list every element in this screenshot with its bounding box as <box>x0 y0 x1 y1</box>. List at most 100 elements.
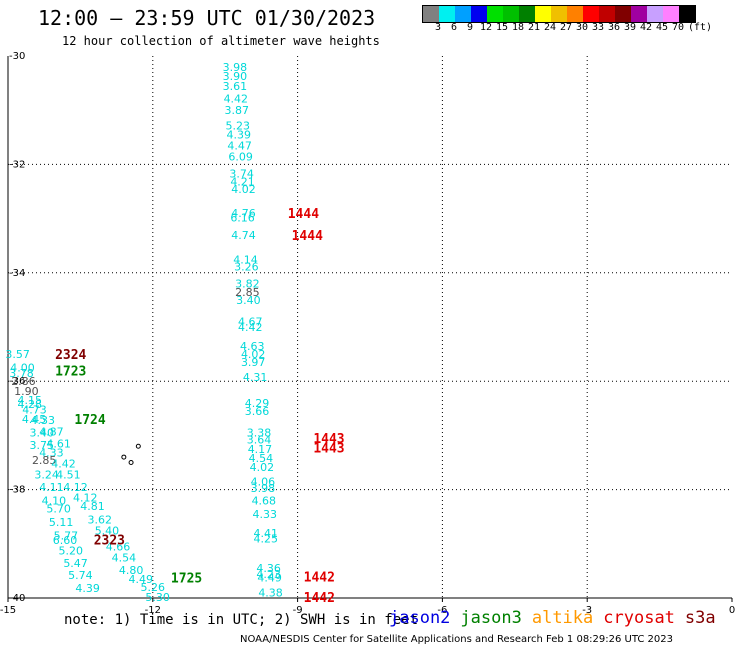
x-tick-label: -9 <box>293 605 303 616</box>
scale-swatch <box>567 6 583 22</box>
swh-value-label: 6.60 <box>53 534 78 547</box>
swh-value-label: 4.33 <box>39 447 64 460</box>
swh-value-label: 3.74 <box>229 168 254 181</box>
scale-label: 36 <box>607 22 621 33</box>
scale-label: 15 <box>495 22 509 33</box>
swh-value-label: 4.42 <box>224 92 249 105</box>
pass-time-label: 1723 <box>55 364 86 379</box>
scale-swatch <box>423 6 439 22</box>
swh-value-label: 3.62 <box>87 513 112 526</box>
scale-label: 70 <box>671 22 685 33</box>
swh-value-label: 4.76 <box>231 207 256 220</box>
swh-value-label: 3.98 <box>251 482 276 495</box>
swh-value-label: 4.25 <box>253 532 278 545</box>
scale-swatch <box>503 6 519 22</box>
swh-value-label: 4.80 <box>119 564 144 577</box>
scale-label: 42 <box>639 22 653 33</box>
swh-value-label: 3.64 <box>247 434 272 447</box>
swh-value-label: 3.66 <box>245 405 270 418</box>
scale-swatch <box>439 6 455 22</box>
swh-value-label: 6.09 <box>228 150 253 163</box>
swh-value-label: 4.02 <box>241 348 266 361</box>
scale-label: 18 <box>511 22 525 33</box>
swh-value-label: 4.14 <box>233 253 258 266</box>
x-tick-label: 0 <box>729 605 735 616</box>
pass-time-label: 1443 <box>313 432 344 447</box>
swh-value-label: 4.33 <box>31 414 56 427</box>
swh-value-label: 4.06 <box>251 475 276 488</box>
pass-time-label: 1444 <box>288 207 319 222</box>
swh-value-label: 4.36 <box>256 562 281 575</box>
swh-value-label: 2.86 <box>11 375 36 388</box>
scale-swatch <box>551 6 567 22</box>
swh-value-label: 4.54 <box>112 551 137 564</box>
swh-value-label: 1.90 <box>14 385 39 398</box>
scale-label: 12 <box>479 22 493 33</box>
satellite-legend: jason2 jason3 altika cryosat s3a <box>389 608 726 628</box>
scale-label: 30 <box>575 22 589 33</box>
page-subtitle: 12 hour collection of altimeter wave hei… <box>62 34 380 48</box>
swh-value-label: 4.49 <box>257 571 282 584</box>
swh-value-label: 4.02 <box>250 461 275 474</box>
scale-swatch <box>615 6 631 22</box>
swh-value-label: 4.12 <box>63 481 88 494</box>
pass-time-label: 2324 <box>55 348 86 363</box>
swh-value-label: 4.68 <box>252 494 277 507</box>
x-tick-label: -3 <box>582 605 592 616</box>
y-tick-label: -40 <box>9 593 25 604</box>
swh-value-label: 3.57 <box>5 348 30 361</box>
swh-value-label: 5.74 <box>68 569 93 582</box>
swh-value-label: 4.66 <box>106 541 131 554</box>
scale-swatch <box>679 6 695 22</box>
pass-time-label: 1725 <box>171 571 202 586</box>
scale-swatch <box>599 6 615 22</box>
swh-value-label: 4.00 <box>10 362 35 375</box>
swh-value-label: 4.41 <box>253 527 278 540</box>
swh-value-label: 4.21 <box>230 176 255 189</box>
swh-value-label: 4.45 <box>22 413 47 426</box>
x-tick-label: -6 <box>437 605 447 616</box>
swh-value-label: 3.40 <box>30 427 55 440</box>
swh-value-label: 3.24 <box>34 468 59 481</box>
swh-value-label: 4.42 <box>51 458 76 471</box>
swh-value-label: 3.98 <box>223 61 248 74</box>
swh-value-label: 5.20 <box>58 544 83 557</box>
scale-label: 45 <box>655 22 669 33</box>
swh-value-label: 4.47 <box>227 139 252 152</box>
pass-time-label: 1444 <box>292 229 323 244</box>
footnote: note: 1) Time is in UTC; 2) SWH is in fe… <box>64 612 419 628</box>
pass-time-label: 1443 <box>313 441 344 456</box>
x-tick-label: -12 <box>145 605 161 616</box>
scale-label: 27 <box>559 22 573 33</box>
swh-value-label: 4.87 <box>39 426 64 439</box>
scale-swatch <box>631 6 647 22</box>
swh-value-label: 5.70 <box>46 503 71 516</box>
swh-value-label: 5.77 <box>54 530 79 543</box>
scale-label: 21 <box>527 22 541 33</box>
swh-value-label: 4.17 <box>248 443 273 456</box>
swh-value-label: 4.51 <box>56 468 81 481</box>
swh-value-label: 4.63 <box>240 340 265 353</box>
swh-value-label: 3.75 <box>30 439 55 452</box>
swh-value-label: 3.87 <box>225 104 250 117</box>
x-tick-label: -15 <box>0 605 16 616</box>
satellite-legend-altika: altika <box>531 608 594 628</box>
scale-swatch <box>583 6 599 22</box>
swh-value-label: 5.40 <box>95 524 120 537</box>
swh-value-label: 3.90 <box>223 70 248 83</box>
scale-label: 33 <box>591 22 605 33</box>
swh-value-label: 5.47 <box>63 557 88 570</box>
swh-value-label: 4.61 <box>46 438 71 451</box>
swh-value-label: 4.73 <box>22 403 47 416</box>
y-tick-label: -32 <box>9 159 25 170</box>
swh-value-label: 6.16 <box>230 212 255 225</box>
swh-value-label: 5.11 <box>49 516 74 529</box>
swh-value-label: 4.11 <box>39 481 64 494</box>
pass-time-label: 1442 <box>304 591 335 606</box>
scale-label: 24 <box>543 22 557 33</box>
swh-value-label: 4.15 <box>17 394 42 407</box>
swh-value-label: 4.31 <box>243 371 268 384</box>
swh-value-label: 2.85 <box>235 286 260 299</box>
swh-value-label: 3.26 <box>234 260 259 273</box>
